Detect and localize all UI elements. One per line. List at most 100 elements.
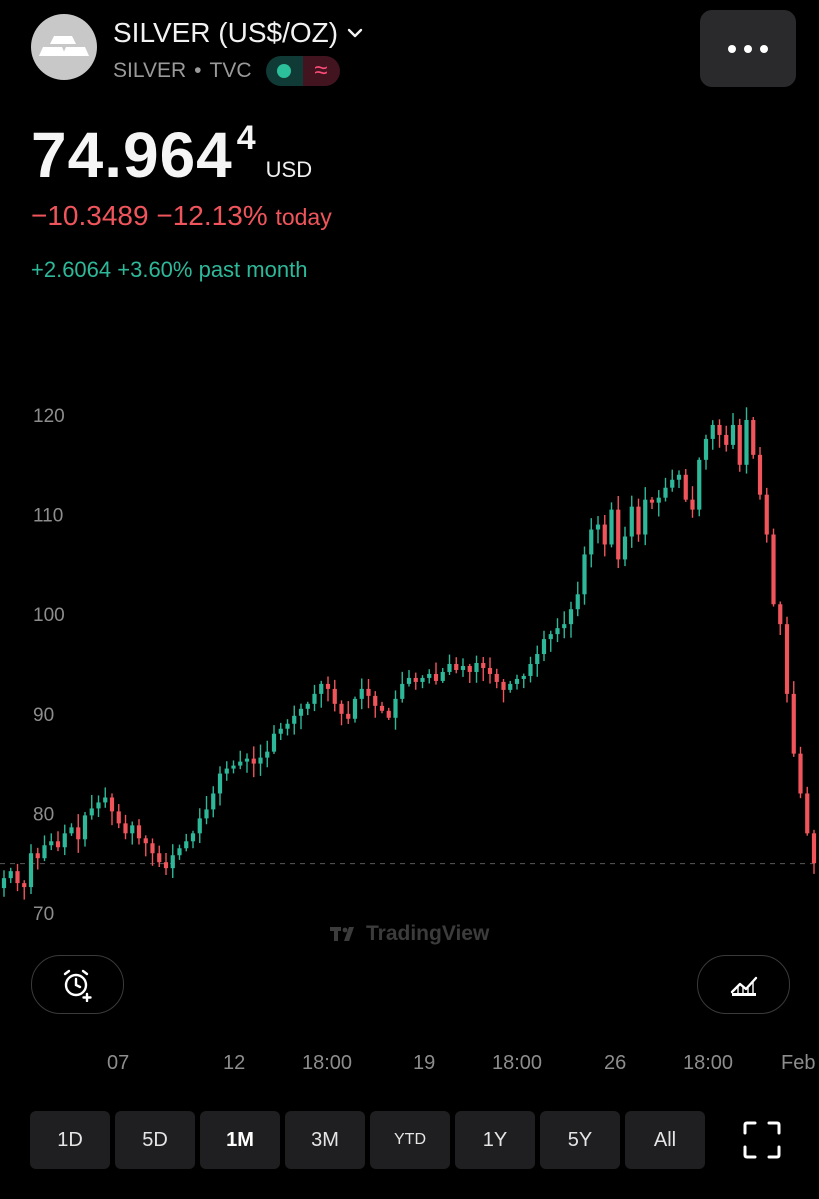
x-axis-label: 19	[413, 1052, 436, 1074]
range-5y-button[interactable]: 5Y	[540, 1111, 620, 1169]
candle	[595, 516, 601, 544]
candle	[393, 690, 398, 730]
separator: •	[194, 59, 202, 82]
candle	[784, 616, 790, 703]
x-axis-label: 18:00	[683, 1052, 734, 1074]
candle	[170, 844, 175, 878]
candle	[163, 853, 169, 875]
candle	[103, 787, 108, 808]
symbol-ticker: SILVER	[113, 59, 187, 82]
chart-area-icon	[730, 976, 757, 996]
candle	[96, 795, 101, 817]
candle	[42, 835, 47, 862]
range-ytd-button[interactable]: YTD	[370, 1111, 450, 1169]
candle	[433, 662, 439, 685]
candle	[413, 672, 418, 690]
candle	[589, 518, 594, 568]
candle	[298, 703, 304, 730]
chevron-down-icon	[347, 28, 363, 38]
candle	[292, 705, 297, 735]
market-status-pill[interactable]: ≈	[265, 56, 340, 86]
candle	[400, 671, 405, 703]
candle	[710, 420, 715, 450]
candle	[109, 793, 115, 826]
candle	[582, 546, 587, 605]
candle	[386, 707, 391, 721]
range-1y-button[interactable]: 1Y	[455, 1111, 535, 1169]
candle	[339, 700, 344, 726]
candle	[508, 680, 513, 693]
change-today-value: −10.3489 −12.13%	[31, 200, 268, 231]
price-chart[interactable]: 120 110 100 90 80 70	[0, 380, 819, 920]
candle	[609, 502, 614, 548]
candle	[697, 457, 702, 517]
candle	[1, 870, 7, 897]
candle	[76, 814, 81, 853]
candle	[8, 867, 13, 884]
candle	[649, 497, 655, 510]
x-axis-label: 18:00	[492, 1052, 543, 1074]
symbol-subtitle: SILVER • TVC ≈	[113, 56, 340, 86]
candle	[730, 413, 736, 450]
symbol-name-dropdown[interactable]: SILVER (US$/OZ)	[113, 17, 364, 49]
tradingview-logo-icon	[330, 927, 354, 941]
range-1d-button[interactable]: 1D	[30, 1111, 110, 1169]
fullscreen-button[interactable]	[743, 1121, 781, 1159]
candle	[197, 808, 202, 844]
candle	[798, 746, 803, 799]
candle	[379, 701, 385, 714]
candle	[717, 419, 722, 448]
range-all-button[interactable]: All	[625, 1111, 705, 1169]
more-dots-icon	[728, 44, 768, 53]
chart-type-button[interactable]	[697, 955, 790, 1014]
candle	[460, 658, 466, 677]
candle	[305, 701, 310, 716]
candle	[528, 656, 533, 683]
candle	[420, 675, 425, 689]
candle	[285, 719, 290, 736]
x-axis-label: 18:00	[302, 1052, 353, 1074]
candle	[278, 722, 283, 740]
symbol-name: SILVER (US$/OZ)	[113, 17, 339, 48]
add-alert-button[interactable]	[31, 955, 124, 1014]
candle	[89, 795, 94, 820]
candle	[521, 673, 526, 689]
candle	[22, 880, 27, 900]
candle	[69, 823, 74, 836]
candle	[757, 447, 763, 500]
candle	[190, 830, 196, 849]
candle	[366, 679, 371, 709]
candle	[49, 833, 54, 851]
y-axis-tick-label: 100	[33, 605, 65, 626]
candle	[116, 804, 121, 829]
candle	[737, 418, 742, 472]
candle	[130, 821, 135, 845]
candle	[656, 490, 661, 517]
candle	[373, 691, 378, 718]
candle	[811, 829, 817, 874]
header: SILVER (US$/OZ) SILVER • TVC ≈	[0, 0, 819, 100]
candle	[602, 514, 607, 557]
candle	[28, 844, 34, 895]
candle	[474, 655, 479, 683]
candle	[319, 680, 324, 708]
x-axis-label: 12	[223, 1052, 246, 1074]
candle	[346, 701, 351, 724]
range-3m-button[interactable]: 3M	[285, 1111, 365, 1169]
candle	[35, 847, 40, 870]
range-1m-button[interactable]: 1M	[200, 1111, 280, 1169]
candle	[62, 824, 67, 856]
candle	[575, 581, 580, 617]
wave-icon: ≈	[302, 56, 340, 86]
candle	[82, 811, 88, 847]
tradingview-watermark: TradingView	[330, 922, 489, 946]
range-5d-button[interactable]: 5D	[115, 1111, 195, 1169]
candle	[123, 814, 128, 840]
candle	[805, 786, 810, 836]
candle	[683, 469, 688, 502]
more-button[interactable]	[700, 10, 796, 87]
candle	[751, 416, 756, 459]
candle	[332, 679, 337, 712]
candle	[447, 654, 452, 675]
candle	[150, 838, 155, 866]
